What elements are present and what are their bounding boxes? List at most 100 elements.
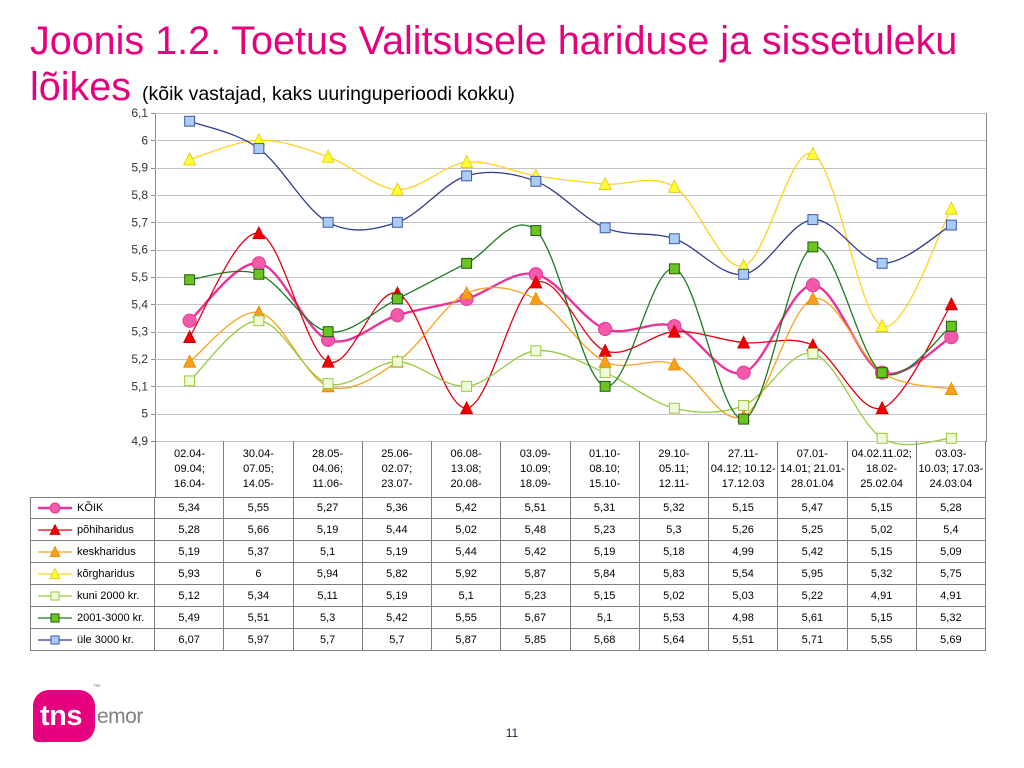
table-value: 5,83 [639, 563, 709, 585]
series-markers [182, 115, 959, 444]
table-value: 5,36 [362, 497, 432, 519]
table-value: 5,32 [639, 497, 709, 519]
y-tick-label: 6,1 [131, 106, 148, 120]
category-label: 04.02.11.02; 18.02- 25.02.04 [848, 441, 917, 497]
table-value: 5,19 [570, 541, 640, 563]
table-value: 5,31 [570, 497, 640, 519]
table-value: 5,68 [570, 629, 640, 651]
table-value: 5,44 [432, 541, 502, 563]
table-value: 5,51 [224, 607, 294, 629]
data-point-2001-3000-kr [807, 241, 819, 253]
y-tick-label: 5,7 [131, 215, 148, 229]
data-point-kuni-2000-kr [876, 432, 888, 444]
legend-swatch-kuni-2000-kr [38, 590, 72, 601]
data-point-ule-3000-kr [184, 115, 196, 127]
data-point-keskharidus [529, 291, 543, 305]
data-point-keskharidus [459, 286, 474, 300]
data-point-ule-3000-kr [530, 175, 542, 187]
table-value: 5,51 [709, 629, 779, 651]
data-point-korgharidus [182, 152, 197, 166]
table-value: 5,25 [778, 519, 848, 541]
table-value: 5,42 [778, 541, 848, 563]
data-point-ule-3000-kr [322, 216, 334, 228]
legend-label: kõrgharidus [77, 567, 135, 580]
category-label: 03.03- 10.03; 17.03- 24.03.04 [917, 441, 986, 497]
legend-marker [49, 567, 61, 579]
legend-label: KÕIK [77, 502, 104, 514]
chart-gridlines [155, 113, 987, 442]
data-point-korgharidus [806, 146, 820, 160]
series-line-kuni-2000-kr [189, 320, 952, 446]
data-point-pohiharidus [736, 335, 751, 349]
series-line-koik [188, 262, 953, 376]
table-value: 5,55 [224, 497, 294, 519]
table-value: 5,95 [778, 563, 848, 585]
table-value: 5,64 [639, 629, 709, 651]
legend-swatch-pohiharidus [38, 523, 72, 535]
table-value: 5,44 [362, 519, 432, 541]
data-point-ule-3000-kr [668, 233, 680, 245]
table-value: 5,02 [847, 519, 917, 541]
category-label: 01.10- 08.10; 15.10- [571, 441, 640, 497]
table-value: 5,09 [916, 541, 986, 563]
table-value: 5,15 [847, 607, 917, 629]
table-value: 5,12 [155, 585, 225, 607]
data-point-kuni-2000-kr [461, 380, 473, 392]
table-value: 5,18 [639, 541, 709, 563]
page-number: 11 [505, 726, 519, 740]
y-tick-label: 5,1 [131, 379, 148, 393]
legend-marker [50, 612, 60, 623]
table-value: 5,19 [362, 541, 432, 563]
table-value: 5,1 [432, 585, 502, 607]
data-point-keskharidus [182, 354, 197, 368]
category-label: 02.04- 09.04; 16.04- [155, 441, 225, 497]
data-point-koik [944, 330, 959, 345]
data-point-koik [805, 278, 820, 293]
data-point-kuni-2000-kr [253, 315, 265, 327]
legend-swatch-korgharidus [38, 567, 72, 579]
y-tick-label: 5,2 [131, 352, 148, 366]
table-value: 5,92 [432, 563, 502, 585]
data-point-kuni-2000-kr [738, 400, 750, 411]
table-value: 5,02 [639, 585, 709, 607]
legend-label: kuni 2000 kr. [77, 589, 140, 602]
legend-key-korgharidus: kõrgharidus [30, 563, 155, 585]
legend-swatch-ule-3000-kr [38, 634, 72, 645]
y-tick-label: 4,9 [131, 434, 148, 448]
data-point-ule-3000-kr [945, 219, 957, 231]
table-corner [30, 441, 155, 497]
data-point-kuni-2000-kr [599, 367, 611, 379]
data-point-2001-3000-kr [668, 263, 680, 275]
data-point-koik [251, 256, 266, 271]
series-markers-kuni-2000-kr [184, 315, 957, 444]
table-value: 5,3 [639, 519, 709, 541]
table-value: 5,94 [293, 563, 363, 585]
data-point-2001-3000-kr [184, 274, 196, 286]
data-point-keskharidus [806, 291, 820, 305]
data-point-pohiharidus [252, 225, 266, 240]
legend-label: põhiharidus [77, 523, 134, 536]
series-line-keskharidus [189, 286, 952, 419]
category-label: 28.05- 04.06; 11.06- [294, 441, 363, 497]
data-point-kuni-2000-kr [530, 345, 542, 357]
data-point-kuni-2000-kr [322, 378, 334, 390]
data-point-koik [390, 308, 405, 323]
data-point-ule-3000-kr [391, 216, 403, 228]
data-point-koik [182, 313, 197, 328]
table-value: 5,67 [501, 607, 571, 629]
data-point-2001-3000-kr [945, 320, 957, 332]
data-point-korgharidus [667, 179, 682, 193]
data-point-pohiharidus [875, 400, 889, 415]
table-value: 4,91 [847, 585, 917, 607]
data-point-kuni-2000-kr [391, 356, 403, 368]
y-tick-label: 5,9 [131, 161, 148, 175]
data-point-pohiharidus [667, 324, 682, 338]
table-value: 4,91 [916, 585, 986, 607]
data-point-keskharidus [944, 381, 959, 395]
legend-marker [49, 545, 61, 557]
legend-key-koik: KÕIK [30, 497, 155, 519]
category-label: 06.08- 13.08; 20.08- [432, 441, 502, 497]
table-value: 5,97 [224, 629, 294, 651]
data-point-2001-3000-kr [253, 268, 265, 280]
logo-wordmark: emor [97, 705, 143, 728]
